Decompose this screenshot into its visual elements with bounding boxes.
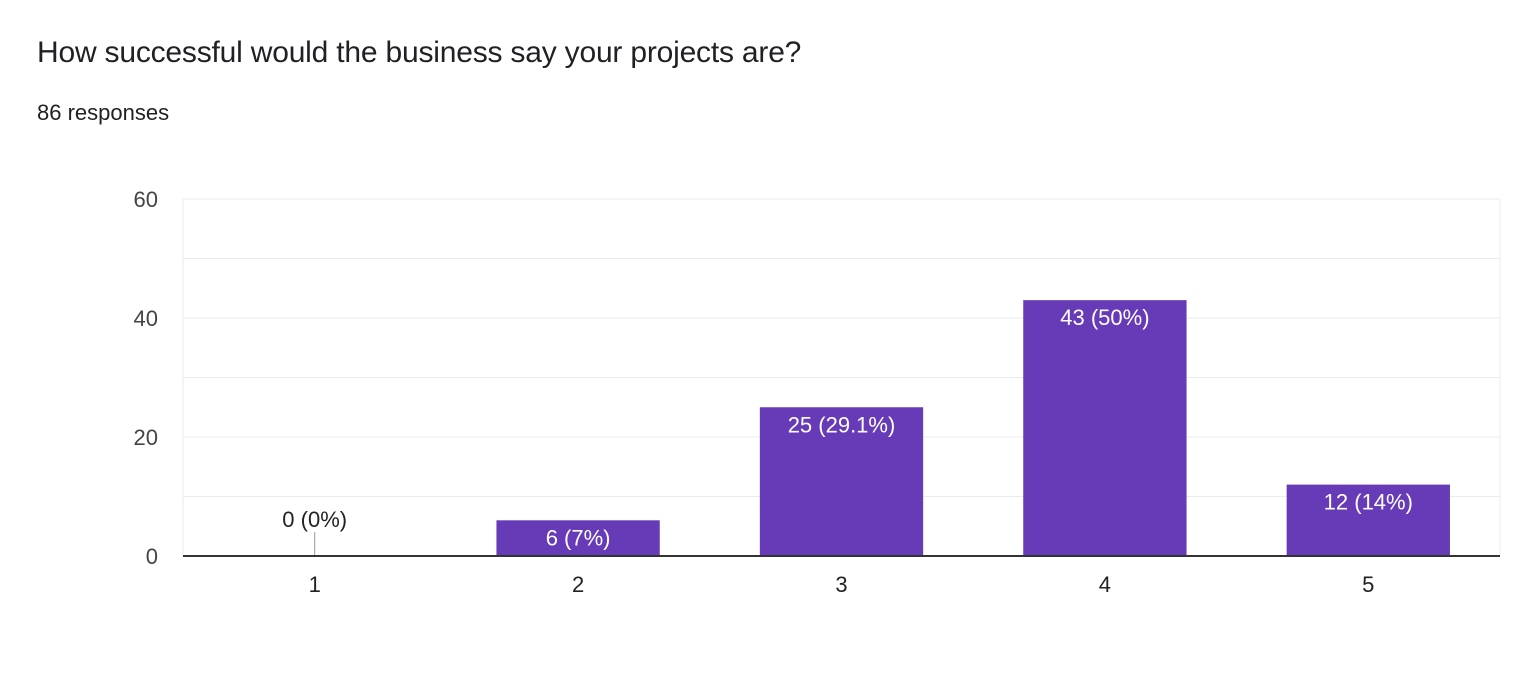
bar: [759, 407, 924, 556]
x-tick-label: 5: [1362, 572, 1374, 597]
y-tick-label: 60: [134, 187, 158, 212]
data-label: 6 (7%): [546, 525, 611, 550]
x-tick-label: 4: [1099, 572, 1111, 597]
bar: [1286, 484, 1450, 556]
data-label: 12 (14%): [1324, 490, 1413, 515]
x-tick-label: 2: [572, 572, 584, 597]
data-label: 0 (0%): [282, 507, 347, 532]
y-tick-label: 20: [134, 425, 158, 450]
x-tick-label: 1: [309, 572, 321, 597]
y-tick-label: 40: [134, 306, 158, 331]
bar: [1023, 300, 1187, 556]
bar: [496, 520, 660, 556]
data-label: 25 (29.1%): [788, 412, 896, 437]
question-title: How successful would the business say yo…: [37, 36, 802, 69]
y-tick-label: 0: [146, 544, 158, 569]
data-label: 43 (50%): [1060, 305, 1149, 330]
x-tick-label: 3: [835, 572, 847, 597]
response-count: 86 responses: [37, 100, 170, 125]
